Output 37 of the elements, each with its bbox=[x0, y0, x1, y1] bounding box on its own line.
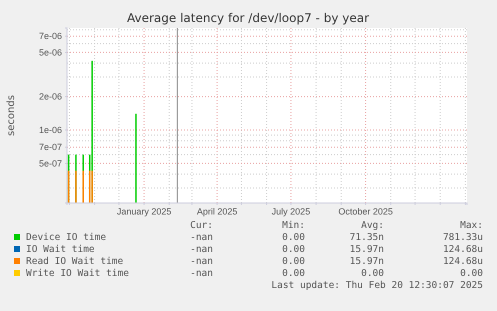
chart-title: Average latency for /dev/loop7 - by year bbox=[126, 11, 370, 25]
text: 71.35n bbox=[350, 232, 384, 243]
legend-label: Device IO time bbox=[26, 232, 106, 243]
x-tick-label: July 2025 bbox=[272, 206, 310, 216]
text: -nan bbox=[190, 268, 213, 279]
y-tick-label: 2e-06 bbox=[38, 91, 62, 102]
text: 781.33u bbox=[442, 232, 483, 243]
text: 124.68u bbox=[442, 244, 483, 255]
text: 15.97n bbox=[350, 256, 384, 267]
y-tick-label: 7e-07 bbox=[38, 142, 62, 152]
text: 0.00 bbox=[361, 268, 384, 279]
text: 0.00 bbox=[282, 256, 306, 267]
text: 0.00 bbox=[460, 268, 484, 279]
text: -nan bbox=[190, 244, 213, 255]
x-tick-label: January 2025 bbox=[116, 206, 172, 216]
y-tick-label: 7e-06 bbox=[38, 31, 62, 42]
y-tick-label: 5e-07 bbox=[38, 158, 62, 168]
text: 124.68u bbox=[442, 256, 483, 267]
text: Min: bbox=[282, 220, 305, 231]
x-tick-label: October 2025 bbox=[338, 206, 393, 216]
text: Avg: bbox=[361, 220, 384, 231]
text: 15.97n bbox=[350, 244, 384, 255]
legend-label: IO Wait time bbox=[26, 244, 95, 255]
legend-label: Read IO Wait time bbox=[26, 256, 124, 267]
text: Last update: Thu Feb 20 12:30:07 2025 bbox=[271, 280, 483, 291]
text: -nan bbox=[190, 232, 213, 243]
y-axis-title: seconds bbox=[6, 95, 17, 136]
text: -nan bbox=[190, 256, 213, 267]
text: Max: bbox=[460, 220, 483, 231]
legend-label: Write IO Wait time bbox=[26, 268, 130, 279]
text: 0.00 bbox=[282, 232, 306, 243]
text: 0.00 bbox=[282, 244, 306, 255]
y-tick-label: 1e-06 bbox=[38, 124, 62, 135]
x-tick-label: April 2025 bbox=[196, 206, 238, 216]
y-tick-label: 5e-06 bbox=[38, 47, 62, 58]
text: 0.00 bbox=[282, 268, 306, 279]
text: Cur: bbox=[190, 220, 213, 231]
